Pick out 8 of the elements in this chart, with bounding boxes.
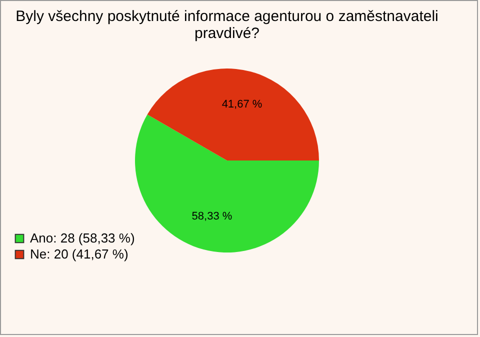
legend-label: Ne: 20 (41,67 %) xyxy=(30,246,128,262)
text: Byly všechny poskytnuté informace agenturou o zaměstnavateli xyxy=(16,8,438,25)
pie-slice xyxy=(147,68,319,160)
data-label: 41,67 % xyxy=(222,98,262,110)
legend-label: Ano: 28 (58,33 %) xyxy=(30,230,135,246)
pie-slice xyxy=(135,114,319,252)
text: pravdivé? xyxy=(194,25,260,42)
data-label: 58,33 % xyxy=(192,210,232,223)
